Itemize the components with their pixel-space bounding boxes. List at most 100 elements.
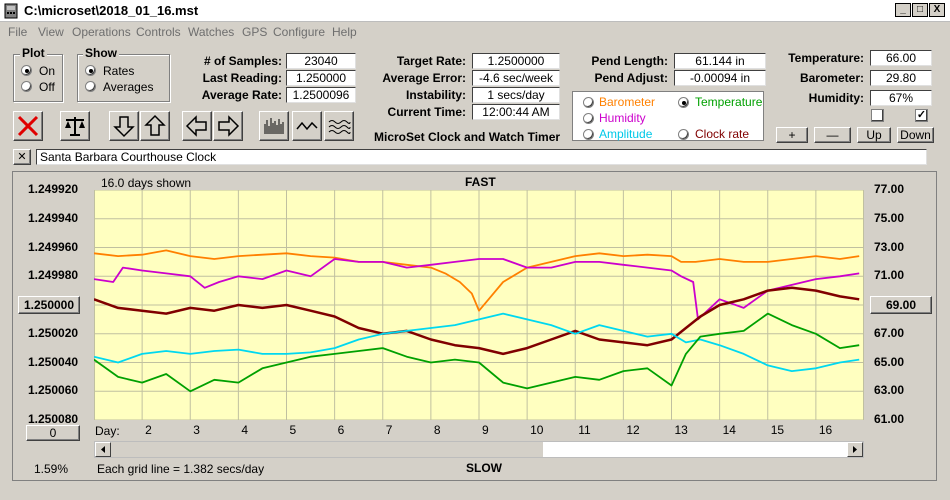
wave-button[interactable]: [292, 111, 322, 141]
menu-view[interactable]: View: [38, 25, 64, 39]
arrow-down-button[interactable]: [109, 111, 139, 141]
slow-label: SLOW: [466, 461, 502, 475]
arrow-left-button[interactable]: [182, 111, 212, 141]
clear-button[interactable]: ✕: [13, 149, 31, 165]
pend-length-field[interactable]: 61.144 in: [674, 53, 766, 69]
days-shown-label: 16.0 days shown: [101, 176, 192, 190]
samples-field[interactable]: 23040: [286, 53, 356, 69]
x-tick-label: 8: [433, 423, 441, 437]
samples-label: # of Samples:: [203, 54, 282, 68]
x-tick-label: 13: [674, 423, 688, 437]
clock-rate-radio[interactable]: [678, 129, 689, 140]
menu-gps[interactable]: GPS: [242, 25, 268, 39]
pend-adjust-field[interactable]: -0.00094 in: [674, 70, 766, 86]
arrow-down-icon: [113, 116, 135, 138]
target-rate-field[interactable]: 1.2500000: [472, 53, 560, 69]
balance-button[interactable]: [60, 111, 90, 141]
plot-group-label: Plot: [20, 46, 47, 60]
maximize-button[interactable]: □: [912, 3, 928, 17]
barometer-field[interactable]: 29.80: [870, 70, 932, 86]
menu-file[interactable]: File: [8, 25, 28, 39]
arrow-up-button[interactable]: [140, 111, 170, 141]
y-right-tick-label: 65.00: [874, 354, 905, 369]
close-button[interactable]: X: [929, 3, 945, 17]
checkbox-2[interactable]: ✓: [915, 109, 928, 122]
show-group-label: Show: [83, 46, 119, 60]
scroll-right-button[interactable]: [847, 442, 863, 457]
plot-on-radio[interactable]: [21, 65, 32, 76]
window-title: C:\microset\2018_01_16.mst: [24, 3, 199, 18]
minus-button[interactable]: —: [814, 127, 851, 143]
series-line-1: [94, 258, 860, 321]
horizontal-scrollbar[interactable]: [94, 441, 864, 458]
average-rate-label: Average Rate:: [201, 88, 282, 102]
x-tick-label: 6: [337, 423, 345, 437]
humidity-label: Humidity:: [808, 91, 864, 105]
x-tick-label: 4: [241, 423, 249, 437]
title-bar[interactable]: C:\microset\2018_01_16.mst _ □ X: [0, 0, 950, 22]
center-rate-button[interactable]: 1.250000: [18, 296, 80, 314]
plot-off-radio[interactable]: [21, 81, 32, 92]
amplitude-radio[interactable]: [583, 129, 594, 140]
arrow-right-button[interactable]: [213, 111, 243, 141]
y-right-tick-label: 63.00: [874, 383, 905, 398]
x-tick-label: 11: [578, 423, 591, 437]
center-temp-button[interactable]: 69.00: [870, 296, 932, 314]
show-averages-label: Averages: [103, 80, 154, 94]
y-left-tick-label: 1.249980: [28, 268, 79, 283]
pend-adjust-label: Pend Adjust:: [594, 71, 668, 85]
show-group: [77, 54, 170, 102]
show-rates-radio[interactable]: [85, 65, 96, 76]
series-selector: Barometer Temperature Humidity Clock rat…: [572, 91, 764, 141]
instability-label: Instability:: [405, 88, 466, 102]
scroll-right-icon: [853, 446, 857, 453]
barometer-radio[interactable]: [583, 97, 594, 108]
clock-name-field[interactable]: Santa Barbara Courthouse Clock: [36, 149, 927, 165]
show-averages-radio[interactable]: [85, 81, 96, 92]
y-left-tick-label: 1.249960: [28, 239, 79, 254]
down-button[interactable]: Down: [897, 127, 934, 143]
plot-on-label: On: [39, 64, 56, 78]
menu-controls[interactable]: Controls: [136, 25, 181, 39]
scroll-left-button[interactable]: [95, 442, 111, 457]
y-right-tick-label: 73.00: [874, 239, 905, 254]
temperature-radio[interactable]: [678, 97, 689, 108]
up-button[interactable]: Up: [857, 127, 891, 143]
instability-field[interactable]: 1 secs/day: [472, 87, 560, 103]
bar-graph-button[interactable]: [259, 111, 289, 141]
app-icon: [4, 3, 18, 19]
menu-watches[interactable]: Watches: [188, 25, 235, 39]
y-left-tick-label: 1.249920: [28, 182, 79, 196]
average-error-field[interactable]: -4.6 sec/week: [472, 70, 560, 86]
y-right-tick-label: 71.00: [874, 268, 905, 283]
checkbox-1[interactable]: [871, 109, 884, 122]
plus-button[interactable]: +: [776, 127, 808, 143]
humidity-radio[interactable]: [583, 113, 594, 124]
scroll-thumb[interactable]: [543, 442, 847, 457]
x-tick-label: 7: [385, 423, 393, 437]
last-reading-field[interactable]: 1.250000: [286, 70, 356, 86]
pend-length-label: Pend Length:: [591, 54, 668, 68]
current-time-label: Current Time:: [387, 105, 466, 119]
chart-plot-area[interactable]: [94, 190, 864, 420]
amplitude-option: Amplitude: [599, 127, 653, 141]
temperature-field[interactable]: 66.00: [870, 50, 932, 66]
menu-operations[interactable]: Operations: [72, 25, 131, 39]
multi-wave-button[interactable]: [324, 111, 354, 141]
multi-wave-icon: [328, 120, 351, 134]
stop-button[interactable]: [13, 111, 43, 141]
x-tick-label: 12: [626, 423, 640, 437]
average-rate-field[interactable]: 1.2500096: [286, 87, 356, 103]
menu-configure[interactable]: Configure: [273, 25, 326, 39]
y-right-tick-label: 67.00: [874, 325, 905, 340]
humidity-field[interactable]: 67%: [870, 90, 932, 106]
current-time-field[interactable]: 12:00:44 AM: [472, 104, 560, 120]
menu-help[interactable]: Help: [332, 25, 357, 39]
y-right-tick-label: 61.00: [874, 412, 905, 426]
zero-button[interactable]: 0: [26, 425, 80, 441]
wave-icon: [296, 121, 318, 131]
x-tick-label: 15: [770, 423, 785, 437]
y-left-tick-label: 1.250060: [28, 383, 79, 398]
minimize-button[interactable]: _: [895, 3, 911, 17]
stop-icon: [17, 115, 39, 137]
